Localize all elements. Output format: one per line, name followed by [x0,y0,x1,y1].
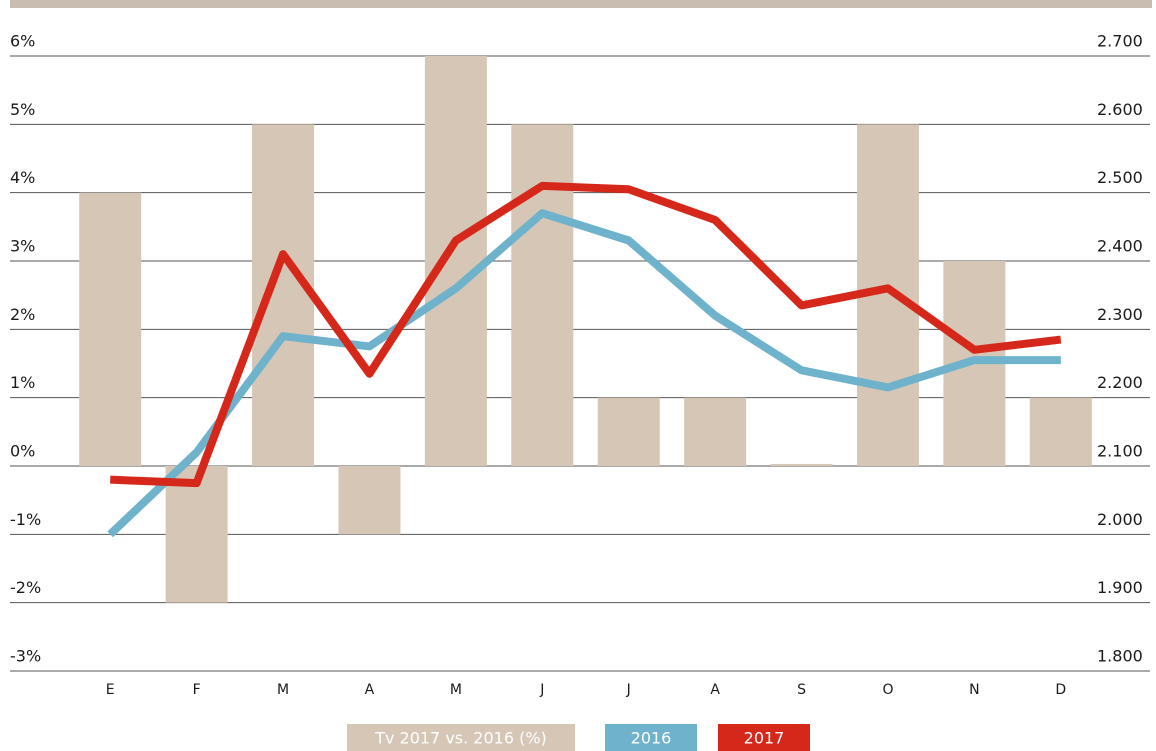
y-tick-label: 2% [10,305,35,324]
legend-label: 2016 [631,729,672,748]
x-tick-label: J [539,682,544,698]
x-tick-label: J [626,682,631,698]
legend-swatch [605,724,697,751]
x-tick-label: O [882,682,893,698]
y2-tick-label: 2.100 [1097,442,1143,461]
y2-tick-label: 2.500 [1097,168,1143,187]
y2-tick-label: 2.200 [1097,373,1143,392]
x-tick-label: N [969,682,979,698]
legend-swatch [347,724,575,751]
bar [338,466,401,535]
y2-tick-label: 2.300 [1097,305,1143,324]
bar [79,192,142,466]
line [107,209,1061,538]
y-tick-label: -2% [10,578,41,597]
x-tick-label: D [1055,682,1066,698]
legend-swatch [718,724,810,751]
x-tick-label: E [106,682,115,698]
bar [252,124,315,466]
y-tick-label: 6% [10,32,35,51]
bar [165,466,228,603]
y-tick-label: -1% [10,510,41,529]
y2-tick-label: 2.600 [1097,100,1143,119]
bar [424,56,487,466]
y2-tick-label: 1.900 [1097,578,1143,597]
y-tick-label: -3% [10,647,41,666]
bar [684,397,747,466]
x-tick-label: A [365,682,375,698]
x-tick-label: M [277,682,289,698]
legend-label: 2017 [744,729,785,748]
x-tick-label: F [193,682,201,698]
x-tick-label: M [450,682,462,698]
legend-label: Tv 2017 vs. 2016 (%) [374,729,547,748]
y-tick-label: 3% [10,237,35,256]
y2-tick-label: 2.000 [1097,510,1143,529]
bar [1029,397,1092,466]
line [110,181,1062,488]
bar [770,463,833,466]
y-tick-label: 0% [10,442,35,461]
bar [511,124,574,466]
y-tick-label: 1% [10,373,35,392]
y2-tick-label: 1.800 [1097,647,1143,666]
y-tick-label: 5% [10,100,35,119]
y2-tick-label: 2.400 [1097,237,1143,256]
bar [597,397,660,466]
y2-tick-label: 2.700 [1097,32,1143,51]
x-tick-label: A [710,682,720,698]
top-rule [10,0,1152,8]
y-tick-label: 4% [10,168,35,187]
x-tick-label: S [797,682,806,698]
